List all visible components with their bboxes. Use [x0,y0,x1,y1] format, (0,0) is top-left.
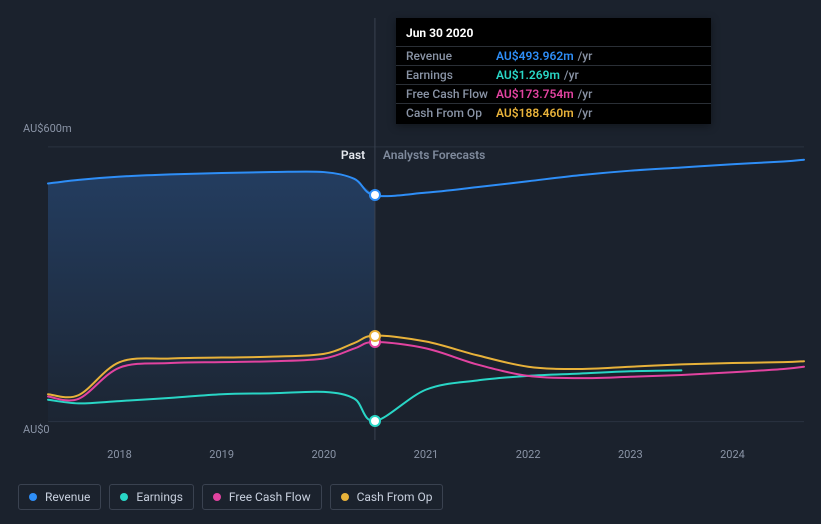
legend-item-label: Revenue [45,490,90,504]
tooltip-row: Cash From OpAU$188.460m/yr [396,103,711,122]
legend-item-label: Cash From Op [357,490,433,504]
marker-revenue [371,191,379,199]
tooltip-row-value: AU$493.962m [496,49,574,63]
tooltip-title: Jun 30 2020 [396,24,711,46]
tooltip-row-value: AU$173.754m [496,87,574,101]
xaxis-tick: 2022 [516,448,541,461]
legend-item-earnings[interactable]: Earnings [109,484,194,510]
legend-dot-icon [29,493,37,501]
tooltip-row-unit: /yr [578,87,593,101]
tooltip-row-label: Revenue [406,49,496,63]
legend-item-label: Earnings [136,490,183,504]
xaxis-tick: 2021 [414,448,439,461]
legend: Revenue Earnings Free Cash Flow Cash From O… [18,484,443,510]
tooltip-row-unit: /yr [578,106,593,120]
tooltip-row-unit: /yr [564,68,579,82]
tooltip-row-label: Free Cash Flow [406,87,496,101]
tooltip-row-label: Earnings [406,68,496,82]
tooltip-row-value: AU$1.269m [496,68,560,82]
legend-dot-icon [120,493,128,501]
marker-cfo [371,332,379,340]
tooltip-row: Free Cash FlowAU$173.754m/yr [396,84,711,103]
legend-item-fcf[interactable]: Free Cash Flow [202,484,322,510]
tooltip-row: RevenueAU$493.962m/yr [396,46,711,65]
tooltip-row-unit: /yr [578,49,593,63]
xaxis-tick: 2023 [618,448,643,461]
xaxis-tick: 2018 [107,448,132,461]
tooltip-row-label: Cash From Op [406,106,496,120]
financials-chart: AU$600mAU$0 Past Analysts Forecasts Jun … [18,0,803,524]
tooltip: Jun 30 2020 RevenueAU$493.962m/yrEarning… [396,18,711,124]
tooltip-row: EarningsAU$1.269m/yr [396,65,711,84]
xaxis-tick: 2019 [209,448,234,461]
xaxis-tick: 2020 [311,448,336,461]
legend-item-label: Free Cash Flow [229,490,311,504]
legend-item-revenue[interactable]: Revenue [18,484,101,510]
legend-dot-icon [213,493,221,501]
legend-dot-icon [341,493,349,501]
marker-earnings [371,417,379,425]
xaxis-tick: 2024 [720,448,745,461]
tooltip-row-value: AU$188.460m [496,106,574,120]
legend-item-cfo[interactable]: Cash From Op [330,484,444,510]
forecast-label: Analysts Forecasts [383,148,485,162]
past-label: Past [341,148,365,162]
